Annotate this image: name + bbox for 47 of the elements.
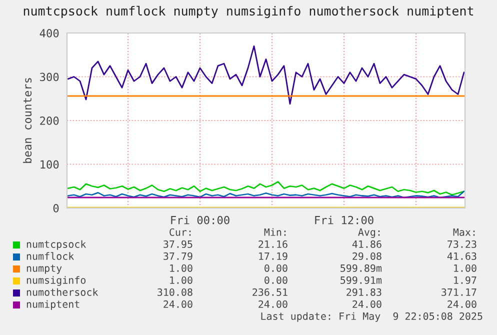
x-tick-label: Fri 12:00 [315,216,374,224]
text: 37.95 [164,240,192,248]
y-axis-title: bean counters [22,78,32,163]
text: 599.89m [340,264,382,272]
chart-title: numtcpsock numflock numpty numsiginfo numothersock numiptent [24,6,474,18]
line-series [67,45,465,105]
text: Cur: [170,228,191,236]
text: 371.17 [442,288,476,296]
text: 41.86 [352,240,382,248]
legend-label: numothersock [26,288,98,296]
text: 24.00 [164,300,192,308]
y-tick-label: 0 [53,204,59,212]
text: Min: [264,228,286,236]
text: 0.00 [264,276,288,284]
text: 37.79 [164,252,192,260]
legend-label: numflock [26,252,74,260]
text: 1.00 [170,264,192,272]
text: 310.08 [158,288,192,296]
line-series [67,190,465,198]
text: 1.00 [454,264,476,272]
y-tick-label: 300 [40,72,59,82]
text: Last update: Fri May 9 22:05:08 2025 [261,312,482,322]
text: Avg: [358,228,380,238]
text: 0.00 [264,264,288,272]
line-series [67,181,465,196]
text: 24.00 [448,300,476,308]
text: 24.00 [352,300,382,308]
y-tick-label: 200 [40,116,59,125]
legend-label: numiptent [26,300,80,310]
text: 1.00 [170,276,192,284]
text: 24.00 [258,300,288,308]
text: 1.97 [454,276,476,284]
text: 17.19 [259,252,288,260]
y-tick-label: 100 [40,160,59,169]
text: Max: [453,228,475,236]
legend-label: numsiginfo [26,276,86,286]
legend-label: numtcpsock [26,240,86,250]
text: 599.91m [340,276,382,284]
text: 291.83 [346,288,382,296]
text: 41.63 [447,252,476,260]
text: 21.16 [258,240,288,248]
text: 29.08 [352,252,382,260]
x-tick-label: Fri 00:00 [171,216,230,224]
y-tick-label: 400 [40,29,59,38]
text: 236.51 [252,288,288,296]
text: 73.23 [448,240,476,248]
legend-label: numpty [26,264,62,274]
